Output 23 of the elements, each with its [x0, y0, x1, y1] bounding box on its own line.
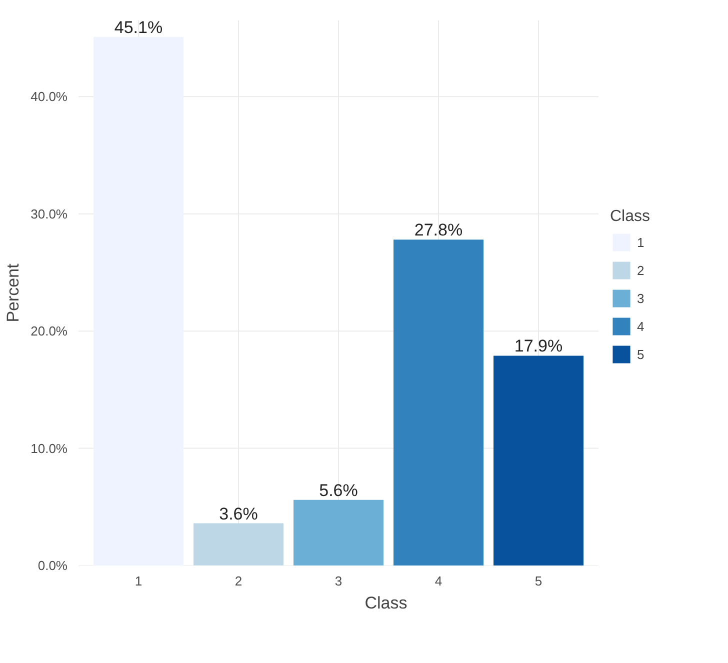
x-tick-label: 5	[534, 574, 542, 588]
data-label: 17.9%	[514, 336, 563, 356]
data-label: 27.8%	[414, 220, 463, 240]
legend-label: 1	[637, 234, 646, 250]
legend-title: Class	[610, 208, 652, 226]
x-tick-label: 3	[334, 574, 342, 588]
legend-label: 4	[637, 318, 646, 334]
x-axis-title: Class	[364, 594, 408, 612]
x-tick-label: 2	[234, 574, 242, 588]
y-tick-label: 30.0%	[30, 206, 68, 222]
data-label: 3.6%	[219, 504, 258, 524]
data-label: 45.1%	[114, 18, 163, 37]
y-tick-label: 40.0%	[30, 89, 68, 104]
legend-label: 2	[637, 262, 646, 278]
x-tick-label: 1	[134, 574, 142, 588]
y-tick-label: 0.0%	[38, 558, 68, 573]
legend-label: 3	[637, 290, 646, 306]
legend-label: 5	[637, 346, 646, 362]
y-axis-title: Percent	[4, 263, 23, 322]
y-tick-label: 20.0%	[30, 324, 68, 339]
x-tick-label: 4	[434, 574, 442, 588]
y-tick-label: 10.0%	[30, 440, 68, 456]
data-label: 5.6%	[319, 480, 358, 500]
